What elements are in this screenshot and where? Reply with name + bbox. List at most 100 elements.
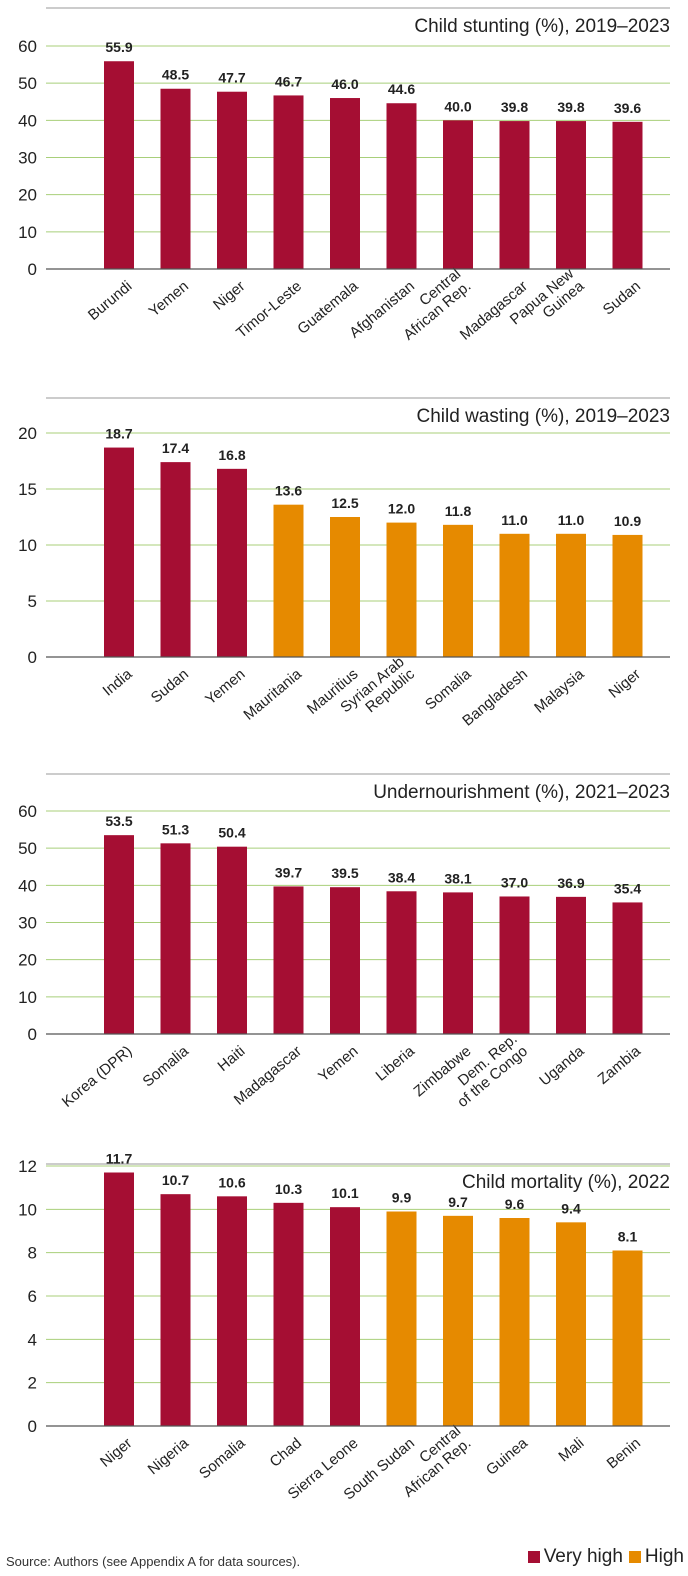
value-label: 11.7 — [106, 1151, 133, 1167]
category-label: Zambia — [595, 1042, 645, 1088]
category-label-line: Burundi — [85, 278, 136, 324]
bar — [556, 896, 586, 1034]
category-label-line: Yemen — [202, 666, 248, 709]
value-label: 39.7 — [275, 864, 302, 880]
bar — [104, 1172, 134, 1426]
category-label: Uganda — [536, 1042, 588, 1089]
bar — [330, 1207, 360, 1426]
category-label: Sudan — [148, 666, 192, 707]
value-label: 12.5 — [331, 495, 358, 511]
category-label-line: Sudan — [148, 666, 192, 707]
category-label-line: Benin — [604, 1435, 644, 1473]
bar — [160, 88, 191, 269]
value-label: 17.4 — [162, 440, 189, 456]
category-label-line: Niger — [97, 1435, 135, 1471]
bar — [217, 1196, 247, 1426]
y-tick-label: 10 — [18, 536, 37, 555]
value-label: 55.9 — [105, 39, 132, 55]
category-label: Mauritania — [240, 665, 305, 723]
y-tick-label: 20 — [18, 186, 37, 205]
bar — [160, 1194, 191, 1426]
bar — [217, 91, 247, 269]
category-label-line: Uganda — [536, 1042, 588, 1089]
value-label: 9.7 — [448, 1194, 468, 1210]
value-label: 47.7 — [218, 70, 245, 86]
value-label: 10.3 — [275, 1181, 302, 1197]
value-label: 51.3 — [162, 821, 189, 837]
bar — [499, 1218, 530, 1426]
category-label-line: Chad — [267, 1435, 305, 1471]
category-label: Niger — [97, 1435, 135, 1471]
category-label-line: Liberia — [373, 1042, 419, 1084]
category-label: Mali — [555, 1435, 587, 1466]
category-label-line: Somalia — [196, 1434, 249, 1482]
category-label-line: Malaysia — [531, 665, 588, 716]
category-label: Sudan — [600, 278, 644, 319]
category-label-line: Guinea — [483, 1434, 531, 1479]
bar — [273, 504, 304, 657]
bar — [104, 447, 134, 657]
value-label: 16.8 — [218, 447, 245, 463]
bar — [443, 892, 473, 1034]
category-label: Yemen — [315, 1043, 361, 1086]
value-label: 8.1 — [618, 1229, 638, 1245]
chart-title: Undernourishment (%), 2021–2023 — [373, 782, 670, 803]
bar — [273, 95, 304, 269]
legend-swatch-high — [628, 1551, 641, 1563]
value-label: 39.5 — [331, 865, 358, 881]
value-label: 35.4 — [614, 880, 641, 896]
value-label: 11.0 — [558, 512, 585, 528]
value-label: 39.6 — [614, 100, 641, 116]
bar — [386, 103, 417, 269]
category-label: Benin — [604, 1435, 644, 1473]
bar — [330, 517, 360, 657]
category-label-line: Niger — [210, 278, 248, 314]
value-label: 37.0 — [501, 874, 528, 890]
value-label: 46.0 — [331, 76, 358, 92]
bar — [160, 843, 191, 1034]
bar — [386, 1211, 417, 1426]
value-label: 46.7 — [275, 73, 302, 89]
value-label: 48.5 — [162, 67, 189, 83]
legend-label-high: High — [644, 1546, 684, 1567]
category-label-line: Mauritania — [240, 665, 305, 723]
category-label-line: Yemen — [146, 278, 192, 321]
value-label: 39.8 — [557, 99, 584, 115]
bar — [612, 902, 643, 1034]
y-tick-label: 50 — [18, 839, 37, 858]
value-label: 10.1 — [331, 1185, 358, 1201]
y-tick-label: 0 — [28, 1417, 37, 1436]
chart-title: Child mortality (%), 2022 — [462, 1172, 670, 1193]
legend-item-very-high: Very high — [527, 1546, 623, 1568]
bar — [556, 533, 586, 657]
y-tick-label: 12 — [18, 1157, 37, 1176]
category-label: Somalia — [196, 1434, 249, 1482]
y-tick-label: 0 — [28, 648, 37, 667]
y-tick-label: 0 — [28, 1025, 37, 1044]
y-tick-label: 40 — [18, 111, 37, 130]
y-tick-label: 8 — [28, 1244, 37, 1263]
value-label: 12.0 — [388, 501, 415, 517]
value-label: 10.6 — [218, 1174, 245, 1190]
category-label-line: Somalia — [422, 665, 475, 713]
bar — [330, 887, 360, 1034]
value-label: 44.6 — [388, 81, 415, 97]
category-label: Yemen — [146, 278, 192, 321]
y-tick-label: 30 — [18, 914, 37, 933]
legend-swatch-very-high — [527, 1551, 540, 1563]
bar — [499, 533, 530, 657]
y-tick-label: 60 — [18, 802, 37, 821]
category-label: Burundi — [85, 278, 136, 324]
value-label: 18.7 — [105, 426, 132, 442]
y-tick-label: 30 — [18, 149, 37, 168]
value-label: 9.9 — [392, 1190, 412, 1206]
value-label: 11.0 — [501, 512, 528, 528]
bar — [330, 98, 360, 270]
value-label: 39.8 — [501, 99, 528, 115]
category-label: Niger — [210, 278, 248, 314]
y-tick-label: 10 — [18, 1200, 37, 1219]
